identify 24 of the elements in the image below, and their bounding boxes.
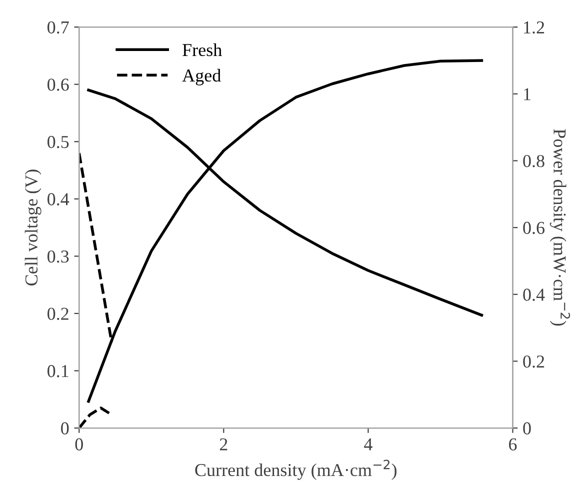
- y-tick-label: 0.2: [48, 308, 68, 320]
- x-tick-label: 4: [364, 438, 372, 450]
- x-tick-label: 2: [220, 438, 228, 450]
- y2-tick-label: 0: [523, 422, 531, 434]
- y-axis-title: Cell voltage (V): [24, 170, 42, 286]
- y2-tick-label: 0.8: [523, 154, 544, 168]
- y-tick-label: 0.3: [48, 250, 69, 263]
- x-tick-label: 6: [509, 438, 517, 450]
- y2-tick-label: 1.2: [524, 21, 544, 34]
- y-tick-label: 0.5: [48, 136, 69, 148]
- y-tick-label: 0.7: [48, 21, 69, 34]
- x-tick-label: 0: [75, 438, 83, 450]
- y-tick-label: 0.6: [48, 78, 69, 91]
- y2-tick-label: 0.4: [523, 288, 545, 301]
- y-tick-label: 0: [61, 422, 69, 434]
- y-tick-label: 0.1: [48, 365, 68, 378]
- y-tick-label: 0.4: [48, 193, 70, 206]
- x-axis-title: Current density (mA·cm$^{−2}$): [195, 460, 396, 480]
- y2-tick-label: 0.2: [523, 355, 544, 368]
- y2-axis-title: Power density (mW·cm$^{−2}$): [550, 129, 570, 326]
- y2-tick-label: 0.6: [523, 222, 545, 234]
- y2-tick-label: 1: [524, 88, 530, 100]
- legend-label: Aged: [182, 68, 221, 86]
- legend-label: Fresh: [182, 43, 222, 56]
